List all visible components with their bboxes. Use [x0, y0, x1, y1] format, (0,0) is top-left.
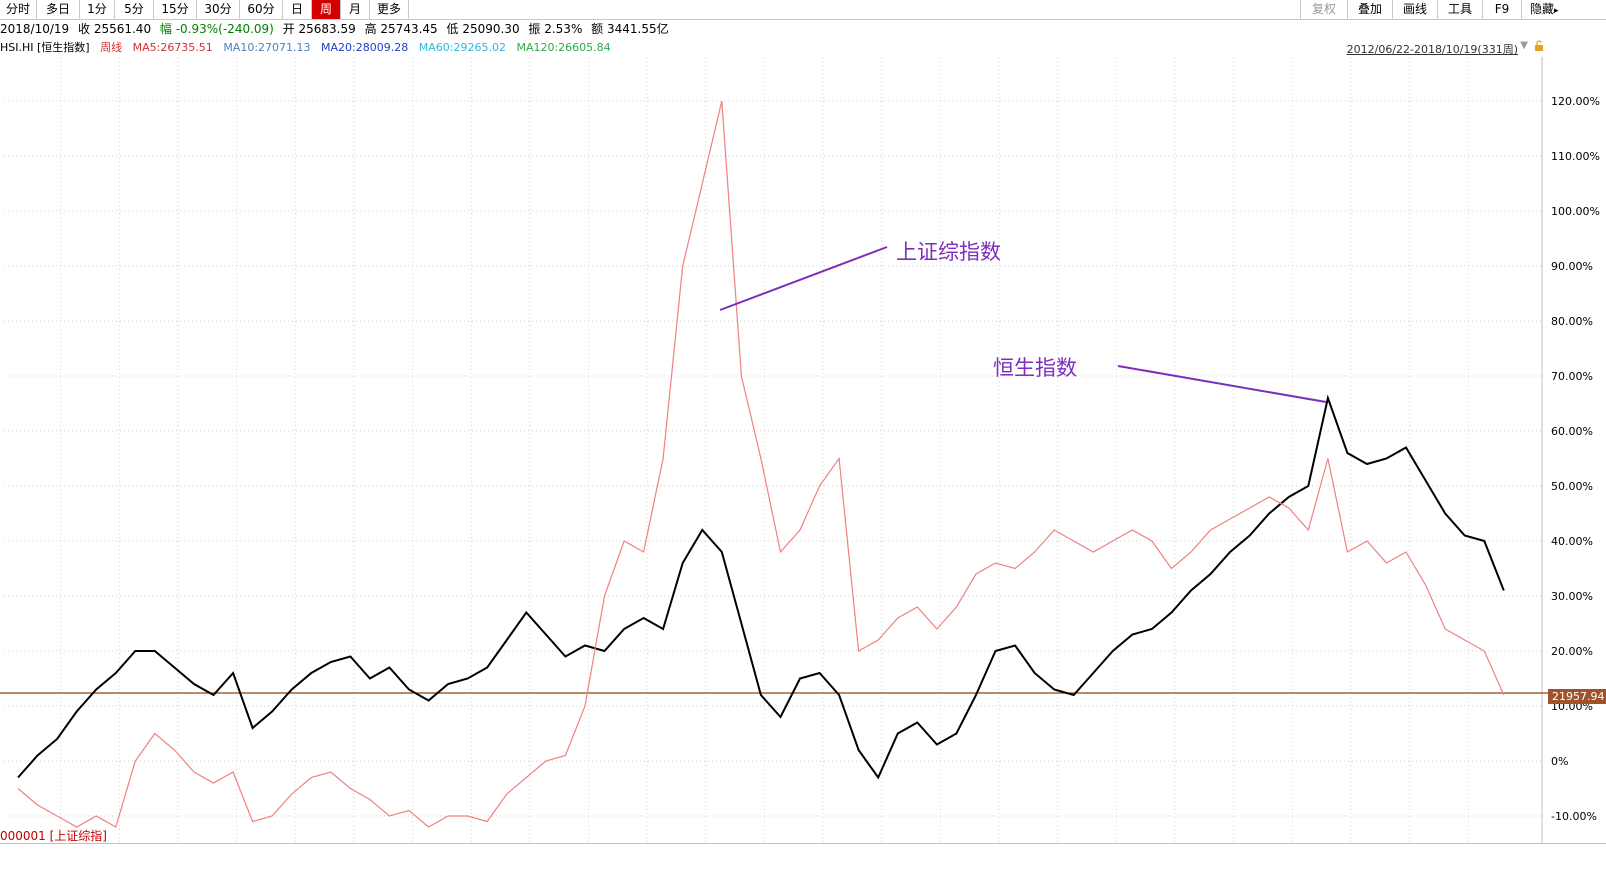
ma-indicator-bar: HSI.HI [恒生指数] 周线 MA5:26735.51 MA10:27071…: [0, 40, 618, 56]
y-tick-label: 50.00%: [1551, 480, 1593, 493]
y-tick-label: 70.00%: [1551, 370, 1593, 383]
sse-series-line: [17, 100, 1505, 828]
hsi-series-line: [17, 394, 1505, 780]
y-tick-label: 100.00%: [1551, 205, 1600, 218]
annotation-pointer-hsi: [1117, 365, 1327, 403]
tab-day[interactable]: 日: [283, 0, 312, 19]
quote-low: 低 25090.30: [446, 22, 520, 36]
overlay-button[interactable]: 叠加: [1347, 0, 1392, 19]
hide-button[interactable]: 隐藏▸: [1521, 0, 1606, 19]
overlay-series-label: 000001 [上证综指]: [0, 829, 107, 843]
ma20-value: MA20:28009.28: [321, 41, 409, 54]
fuquan-button[interactable]: 复权: [1300, 0, 1347, 19]
tab-fenshi[interactable]: 分时: [0, 0, 37, 19]
date-range-link[interactable]: 2012/06/22-2018/10/19(331周): [1346, 43, 1518, 56]
y-tick-label: 90.00%: [1551, 260, 1593, 273]
quote-high: 高 25743.45: [364, 22, 438, 36]
period-toolbar: 分时 多日 1分 5分 15分 30分 60分 日 周 月 更多 复权 叠加 画…: [0, 0, 1606, 20]
y-tick-label: -10.00%: [1551, 810, 1597, 823]
y-tick-label: 30.00%: [1551, 590, 1593, 603]
tab-15min[interactable]: 15分: [154, 0, 197, 19]
tab-more[interactable]: 更多: [370, 0, 409, 19]
annotation-hsi: 恒生指数: [993, 356, 1077, 380]
price-tag: 21957.94: [1548, 689, 1606, 704]
quote-close: 收 25561.40: [78, 22, 152, 36]
tab-1min[interactable]: 1分: [80, 0, 115, 19]
ma10-value: MA10:27071.13: [223, 41, 311, 54]
x-axis-bar: [0, 843, 1606, 890]
tab-week[interactable]: 周: [312, 0, 341, 19]
symbol-label[interactable]: HSI.HI [恒生指数]: [0, 41, 90, 54]
y-tick-label: 110.00%: [1551, 150, 1600, 163]
ma5-value: MA5:26735.51: [132, 41, 213, 54]
f9-button[interactable]: F9: [1482, 0, 1521, 19]
period-label: 周线: [100, 41, 123, 54]
y-tick-label: 0%: [1551, 755, 1568, 768]
tab-month[interactable]: 月: [341, 0, 370, 19]
lock-icon[interactable]: [1534, 40, 1544, 52]
tab-5min[interactable]: 5分: [115, 0, 154, 19]
quote-info-bar: 2018/10/19 收 25561.40 幅 -0.93%(-240.09) …: [0, 20, 674, 38]
annotation-sse: 上证综指数: [896, 240, 1001, 264]
dropdown-triangle-icon[interactable]: ▼: [1520, 40, 1528, 51]
y-tick-label: 60.00%: [1551, 425, 1593, 438]
y-tick-label: 120.00%: [1551, 95, 1600, 108]
y-tick-label: 80.00%: [1551, 315, 1593, 328]
quote-change: 幅 -0.93%(-240.09): [159, 22, 274, 36]
quote-amount: 额 3441.55亿: [591, 22, 669, 36]
quote-amplitude: 振 2.53%: [528, 22, 583, 36]
caret-right-icon: ▸: [1554, 6, 1559, 16]
y-tick-label: 20.00%: [1551, 645, 1593, 658]
hide-label: 隐藏: [1530, 2, 1555, 16]
tab-60min[interactable]: 60分: [240, 0, 283, 19]
price-chart[interactable]: 120.00% 110.00% 100.00% 90.00% 80.00% 70.00% 6…: [0, 57, 1606, 843]
tab-multi-day[interactable]: 多日: [37, 0, 80, 19]
ma120-value: MA120:26605.84: [516, 41, 611, 54]
y-tick-label: 40.00%: [1551, 535, 1593, 548]
draw-line-button[interactable]: 画线: [1392, 0, 1437, 19]
quote-date: 2018/10/19: [0, 22, 70, 36]
quote-open: 开 25683.59: [282, 22, 356, 36]
tools-button[interactable]: 工具: [1437, 0, 1482, 19]
tab-30min[interactable]: 30分: [197, 0, 240, 19]
ma60-value: MA60:29265.02: [418, 41, 506, 54]
annotation-pointer-sse: [719, 246, 888, 311]
